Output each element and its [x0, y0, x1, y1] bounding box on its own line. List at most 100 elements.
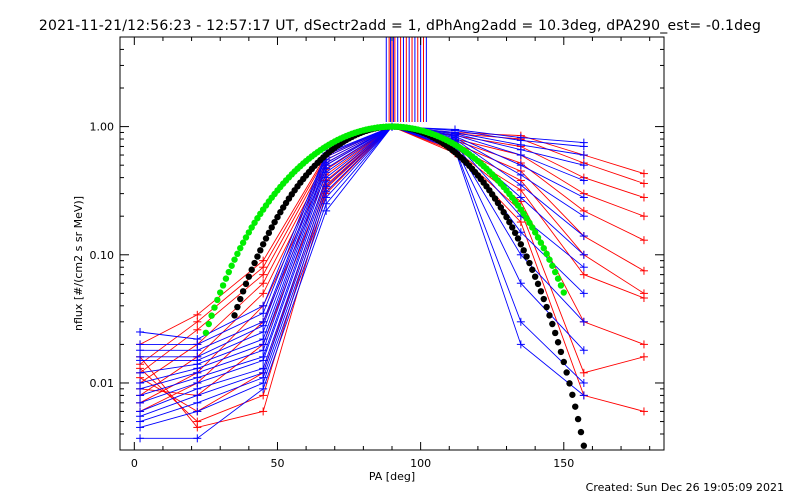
black-curve-dot [274, 213, 281, 221]
data-point [322, 206, 331, 215]
chart-title: 2021-11-21/12:56:23 - 12:57:17 UT, dSect… [38, 18, 762, 34]
data-point [579, 263, 588, 272]
series-line [139, 126, 585, 390]
green-curve-dot [228, 262, 235, 269]
data-point [516, 340, 525, 349]
black-curve-dot [580, 442, 588, 449]
data-point [259, 407, 268, 416]
series-line [139, 126, 645, 345]
black-curve-dot [500, 209, 507, 216]
data-point [579, 250, 588, 259]
black-curve-dot [529, 266, 536, 273]
data-point [322, 199, 331, 208]
black-curve-dot [517, 241, 525, 248]
black-curve-dot [268, 224, 275, 231]
black-curve-dot [514, 235, 522, 242]
data-point [579, 151, 588, 160]
black-curve-dot [534, 280, 542, 288]
green-curve-dot [251, 219, 258, 226]
green-curve-dot [234, 250, 241, 258]
data-point [136, 434, 145, 443]
y-tick-label: 1.00 [90, 121, 115, 134]
black-curve-dot [277, 209, 284, 216]
black-curve-dot [554, 339, 562, 346]
data-point [516, 279, 525, 288]
y-tick-label: 0.10 [90, 249, 115, 262]
series-line [139, 126, 585, 404]
black-curve-dot [234, 303, 241, 311]
x-tick-label: 100 [410, 457, 431, 470]
green-curve-dot [217, 289, 224, 296]
series-line [139, 126, 645, 412]
black-curve-dot [242, 280, 250, 288]
series-line [139, 126, 585, 374]
black-curve-dot [537, 288, 545, 295]
series-line [140, 126, 585, 439]
data-point [516, 161, 525, 170]
green-curve-dot [557, 282, 565, 289]
green-curve-dot [523, 215, 530, 222]
data-point [579, 212, 588, 221]
series-line [139, 126, 585, 428]
data-point [579, 161, 588, 170]
spike-lines [385, 37, 427, 122]
data-point [516, 317, 525, 326]
data-point [193, 325, 202, 334]
data-point [259, 263, 268, 272]
created-timestamp: Created: Sun Dec 26 19:05:09 2021 [585, 481, 784, 494]
x-tick-label: 50 [270, 457, 284, 470]
black-curve-dot [497, 204, 504, 211]
series-line [139, 126, 645, 365]
green-curve-dot [222, 275, 230, 282]
data-point [639, 169, 648, 178]
data-point [639, 266, 648, 275]
data-point [259, 279, 268, 288]
black-curve-dot [552, 329, 559, 337]
data-point [639, 340, 648, 349]
data-point [639, 179, 648, 188]
data-point [516, 193, 525, 202]
data-point [193, 398, 202, 407]
black-curve-dot [531, 273, 539, 280]
black-curve-dot [231, 312, 238, 319]
data-point [579, 378, 588, 387]
green-curve-dot [211, 304, 218, 311]
data-point [259, 384, 268, 393]
data-point [259, 270, 268, 279]
green-curve-dot [543, 250, 550, 258]
data-point [193, 423, 202, 432]
x-tick-label: 0 [131, 457, 138, 470]
black-curve-dot [526, 259, 533, 267]
data-point [516, 181, 525, 190]
black-curve-dot [248, 266, 255, 273]
data-point [136, 391, 145, 400]
black-curve-dot [563, 369, 570, 376]
data-point [259, 309, 268, 318]
data-point [259, 289, 268, 298]
black-curve-dot [251, 259, 258, 267]
data-point [579, 391, 588, 400]
data-point [639, 352, 648, 361]
black-curve-dot [237, 295, 244, 303]
black-curve-dot [543, 303, 550, 311]
green-curve-dot [202, 329, 210, 336]
series-line [139, 126, 645, 396]
series-line [139, 126, 585, 423]
black-curve-dot [254, 253, 261, 260]
black-curve-dot [280, 204, 287, 211]
black-curve-dot [560, 358, 567, 366]
black-curve-dot [245, 273, 253, 280]
black-curve-dot [549, 320, 556, 328]
black-curve-dot [557, 348, 565, 356]
black-curve-dot [257, 247, 264, 254]
data-point [639, 193, 648, 202]
green-curve-dot [242, 234, 250, 241]
series-line [139, 126, 645, 396]
data-point [579, 270, 588, 279]
data-point [579, 142, 588, 151]
series-line [139, 126, 585, 396]
data-point [639, 236, 648, 245]
green-curve-dot [549, 262, 556, 269]
model-curves [202, 123, 588, 449]
y-tick-label: 0.01 [90, 377, 115, 390]
